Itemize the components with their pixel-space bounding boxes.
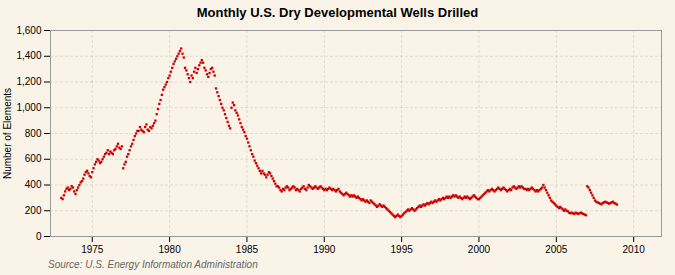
svg-text:1995: 1995 xyxy=(391,244,414,255)
svg-text:1,000: 1,000 xyxy=(16,102,41,113)
svg-text:1990: 1990 xyxy=(313,244,336,255)
svg-text:1985: 1985 xyxy=(236,244,259,255)
svg-text:800: 800 xyxy=(25,128,42,139)
svg-text:1,600: 1,600 xyxy=(16,25,41,36)
svg-text:0: 0 xyxy=(36,231,42,242)
svg-text:2010: 2010 xyxy=(623,244,646,255)
svg-text:1,200: 1,200 xyxy=(16,76,41,87)
svg-text:2005: 2005 xyxy=(545,244,568,255)
html-text:Monthly U.S. Dry Developmental: Monthly U.S. Dry Developmental Wells Dri… xyxy=(196,5,479,20)
svg-text:2000: 2000 xyxy=(468,244,491,255)
svg-text:1980: 1980 xyxy=(158,244,181,255)
html-text:Source: U.S. Energy Informatio: Source: U.S. Energy Information Administ… xyxy=(48,259,258,270)
svg-text:200: 200 xyxy=(25,205,42,216)
svg-text:400: 400 xyxy=(25,179,42,190)
svg-text:600: 600 xyxy=(25,153,42,164)
svg-text:1,400: 1,400 xyxy=(16,50,41,61)
svg-text:1975: 1975 xyxy=(81,244,104,255)
svg-text:Number of Elements: Number of Elements xyxy=(2,88,13,179)
